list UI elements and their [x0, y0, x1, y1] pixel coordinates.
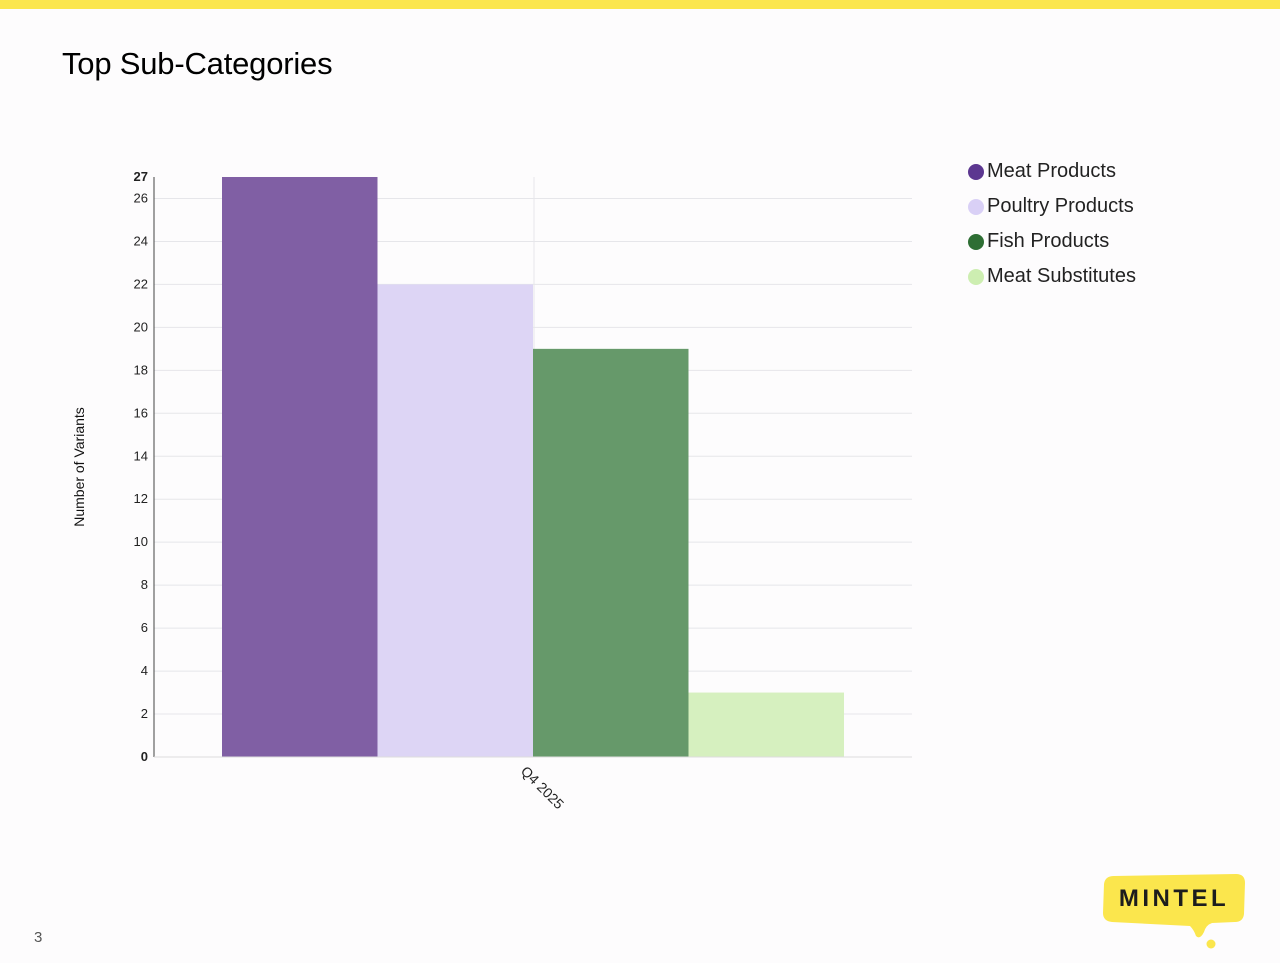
chart-legend: Meat Products Poultry Products Fish Prod…: [968, 154, 1136, 294]
legend-label: Meat Products: [987, 160, 1116, 182]
y-tick-label: 14: [134, 448, 148, 463]
y-tick-label: 26: [134, 190, 148, 205]
y-tick-label: 4: [141, 663, 148, 678]
y-tick-label: 18: [134, 362, 148, 377]
bar-meat-substitutes: [688, 692, 844, 757]
logo-text: MINTEL: [1119, 885, 1229, 912]
y-tick-label: 2: [141, 706, 148, 721]
slide-title: Top Sub-Categories: [62, 46, 333, 81]
y-tick-label: 6: [141, 620, 148, 635]
y-tick-label: 8: [141, 577, 148, 592]
legend-item-meat-substitutes: Meat Substitutes: [968, 259, 1136, 294]
top-accent-bar: [0, 0, 1280, 9]
y-tick-label: 0: [141, 749, 148, 764]
legend-swatch-meat-products: [968, 163, 984, 180]
legend-label: Fish Products: [987, 230, 1110, 252]
legend-item-meat-products: Meat Products: [968, 154, 1136, 189]
legend-item-poultry-products: Poultry Products: [968, 189, 1136, 224]
y-tick-label: 12: [134, 491, 148, 506]
legend-label: Poultry Products: [987, 195, 1134, 217]
y-tick-label: 16: [134, 405, 148, 420]
y-tick-label: 22: [134, 276, 148, 291]
legend-swatch-meat-substitutes: [968, 268, 984, 285]
y-tick-label: 27: [134, 169, 148, 184]
legend-label: Meat Substitutes: [987, 265, 1136, 287]
legend-item-fish-products: Fish Products: [968, 224, 1136, 259]
y-tick-label: 20: [134, 319, 148, 334]
bar-fish-products: [533, 348, 689, 757]
mintel-logo: MINTEL: [1103, 874, 1245, 949]
y-tick-label: 10: [134, 534, 148, 549]
page-number: 3: [34, 929, 43, 946]
bar-meat-products: [222, 177, 378, 757]
x-category-label: Q4 2025: [518, 763, 567, 812]
y-axis-title: Number of Variants: [71, 407, 87, 527]
bar-poultry-products: [377, 284, 533, 757]
legend-swatch-poultry-products: [968, 198, 984, 215]
y-tick-label: 24: [134, 233, 148, 248]
legend-swatch-fish-products: [968, 233, 984, 250]
